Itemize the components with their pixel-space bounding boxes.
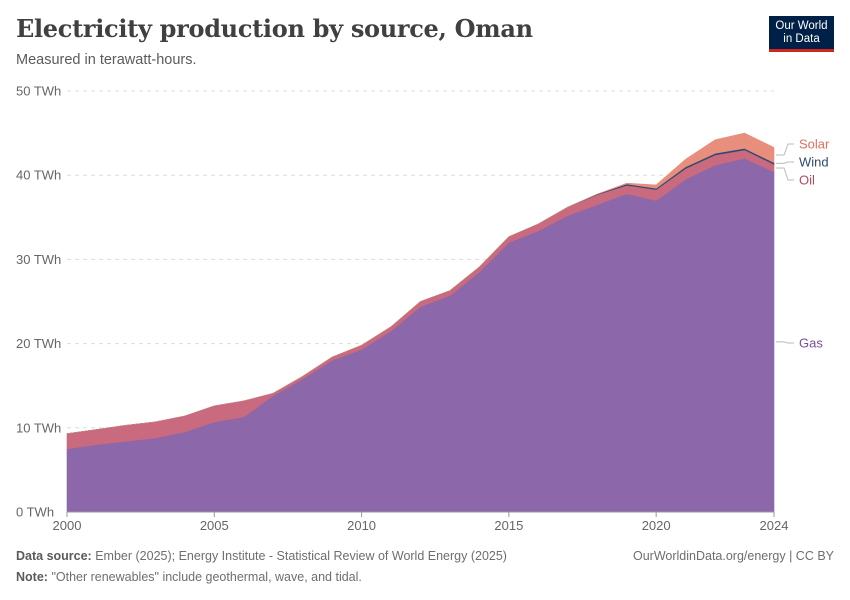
legend-connector [776,167,794,181]
x-tick-label: 2015 [494,518,523,533]
data-source: Data source: Ember (2025); Energy Instit… [16,549,507,563]
x-tick-label: 2010 [347,518,376,533]
area-gas[interactable] [66,158,775,513]
owid-logo[interactable]: Our World in Data [769,16,834,52]
data-source-label: Data source: [16,549,92,563]
data-source-text: Ember (2025); Energy Institute - Statist… [95,549,507,563]
logo-line-1: Our World [775,20,828,32]
stacked-areas [66,132,775,513]
logo-line-2: in Data [783,33,820,45]
y-tick-label: 40 TWh [16,168,61,183]
legend-connector [776,143,794,156]
credit-link[interactable]: OurWorldinData.org/energy | CC BY [632,549,834,563]
y-tick-label: 30 TWh [16,252,61,267]
x-tick-label: 2000 [53,518,82,533]
legend-label-solar[interactable]: Solar [799,137,830,152]
x-tick-label: 2020 [642,518,671,533]
note-label: Note: [16,570,48,584]
area-solar[interactable] [66,132,775,434]
y-tick-label: 0 TWh [16,505,54,520]
legend: Solar Wind Oil Gas [776,137,830,351]
note-text: "Other renewables" include geothermal, w… [51,570,362,584]
legend-label-gas[interactable]: Gas [799,336,823,351]
chart-note: Note: "Other renewables" include geother… [16,570,362,584]
y-tick-label: 20 TWh [16,336,61,351]
legend-connector [776,161,794,164]
legend-label-wind[interactable]: Wind [799,155,829,170]
legend-connector [776,341,794,344]
axes: 0 TWh 10 TWh 20 TWh 30 TWh 40 TWh 50 TWh 2000 2… [16,84,788,534]
chart-subtitle: Measured in terawatt-hours. [16,52,197,68]
x-tick-label: 2024 [760,518,789,533]
y-tick-label: 50 TWh [16,84,61,99]
y-tick-label: 10 TWh [16,420,61,435]
chart-title: Electricity production by source, Oman [16,14,533,43]
legend-label-oil[interactable]: Oil [799,173,815,188]
x-tick-label: 2005 [200,518,229,533]
